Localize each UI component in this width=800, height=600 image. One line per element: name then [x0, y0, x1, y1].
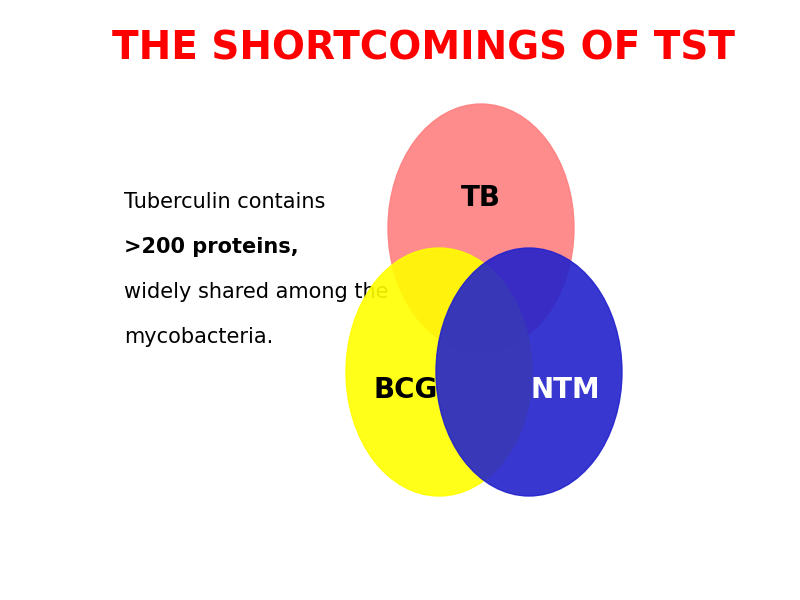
- Text: THE SHORTCOMINGS OF TST: THE SHORTCOMINGS OF TST: [112, 30, 735, 68]
- Ellipse shape: [388, 104, 574, 352]
- Text: TB: TB: [461, 184, 501, 212]
- Text: >200 proteins,: >200 proteins,: [124, 237, 298, 257]
- Ellipse shape: [436, 248, 622, 496]
- Text: BCG: BCG: [374, 376, 438, 404]
- Text: Tuberculin contains: Tuberculin contains: [124, 192, 326, 212]
- Text: NTM: NTM: [530, 376, 600, 404]
- Text: mycobacteria.: mycobacteria.: [124, 327, 274, 347]
- Text: widely shared among the: widely shared among the: [124, 282, 389, 302]
- Ellipse shape: [346, 248, 532, 496]
